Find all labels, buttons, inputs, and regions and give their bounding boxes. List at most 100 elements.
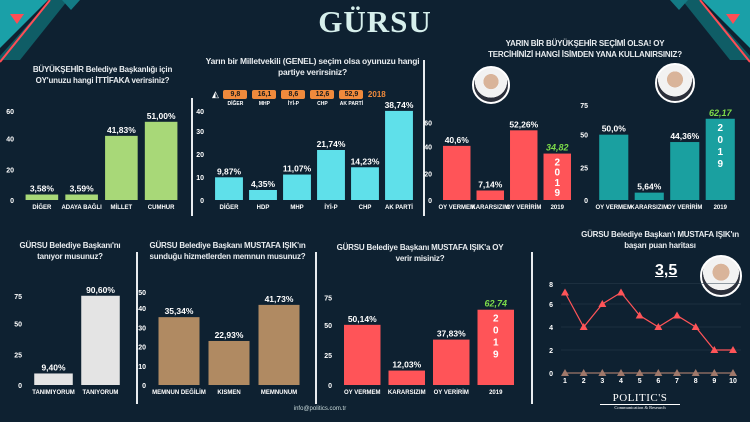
value-label: 40,6% <box>445 135 470 145</box>
y-tick-label: 40 <box>138 306 146 313</box>
y-tick-label: 0 <box>142 383 146 390</box>
bar <box>215 177 243 200</box>
y-tick-label: 30 <box>196 129 204 136</box>
data-point <box>561 369 569 376</box>
chart-milletvekili: 0 10 20 30 40 9,87% DİĞER 4,35% HDP 11,07% MHP 21,7… <box>196 100 420 213</box>
y-tick-label: 20 <box>138 345 146 352</box>
divider <box>423 60 425 216</box>
chart-svg: 0 10 20 30 40 50 35,34% MEMNUN DEĞİLİM 22,93% KIS… <box>138 290 300 396</box>
data-point <box>579 369 588 376</box>
chart-svg: 0 25 50 75 50,0% OY VERMEM 5,64% KARARSIZIM 44,3… <box>580 103 735 211</box>
y-tick-label: 75 <box>324 296 332 303</box>
category-label: OY VERMEM <box>438 205 475 211</box>
value-label: 9,87% <box>217 166 242 176</box>
x-tick-label: 5 <box>638 378 642 385</box>
category-label: DİĞER <box>32 203 52 211</box>
data-point <box>691 323 700 330</box>
data-point <box>710 346 719 353</box>
category-label: MİLLET <box>111 204 133 211</box>
data-point <box>635 311 644 319</box>
category-label: DİĞER <box>219 203 239 211</box>
y-tick-label: 6 <box>549 302 553 309</box>
y-tick-label: 40 <box>6 137 14 144</box>
category-label: ADAYA BAĞLI <box>61 203 102 211</box>
category-label: OY VERİRİM <box>506 204 541 211</box>
chart-title-memnun: GÜRSU Belediye Başkanı MUSTAFA IŞIK'ın s… <box>149 241 306 261</box>
ref-2018-item: 8,6 İYİ-P <box>281 90 306 107</box>
chart-title-taniyor: GÜRSU Belediye Başkanı'nı tanıyor musunu… <box>19 241 121 261</box>
bar <box>208 340 250 385</box>
y-tick-label: 50 <box>580 133 588 140</box>
category-label: KARARSIZIM <box>388 390 426 396</box>
y-tick-label: 4 <box>549 325 553 332</box>
chart-candidate-right: 0 25 50 75 50,0% OY VERMEM 5,64% KARARSIZIM 44,3… <box>580 94 742 213</box>
category-label: 2019 <box>551 205 565 211</box>
bar <box>385 110 413 200</box>
value-label: 22,93% <box>215 330 244 340</box>
bar <box>283 174 311 200</box>
y-tick-label: 0 <box>200 198 204 205</box>
chart-svg: 0 20 40 60 3,58% DİĞER 3,59% ADAYA BAĞLI 41,83% M… <box>6 109 178 211</box>
bar <box>105 135 138 200</box>
chart-basari: 0 2 4 6 8 1 2 3 4 5 6 7 8 9 10 <box>535 273 745 386</box>
chart-svg: 0 25 50 75 50,14% OY VERMEM 12,03% KARARSIZIM 37… <box>324 296 514 396</box>
category-label: İYİ-P <box>324 204 337 211</box>
value-label: 90,60% <box>86 285 115 295</box>
category-label: KARARSIZIM <box>471 205 509 211</box>
contact-email[interactable]: info@politics.com.tr <box>293 406 347 412</box>
value-label: 3,59% <box>70 183 95 193</box>
chart-svg: 0 10 20 30 40 9,87% DİĞER 4,35% HDP 11,07% MHP 21,7… <box>196 100 414 211</box>
chart-taniyor: 0 25 50 75 9,40% TANIMIYORUM 90,60% TANIYORUM <box>10 285 128 398</box>
y-tick-label: 0 <box>10 198 14 205</box>
category-label: AK PARTİ <box>385 204 413 211</box>
ref-year: 2018 <box>367 90 386 99</box>
value-label: 41,83% <box>107 125 136 135</box>
data-point <box>673 311 681 319</box>
ref-label: İYİ-P <box>287 101 299 107</box>
category-label: 2019 <box>714 205 728 211</box>
value-label: 51,00% <box>147 111 176 121</box>
ref-label: CHP <box>317 101 328 107</box>
series-line <box>564 291 733 351</box>
divider <box>315 252 317 404</box>
chart-oy-verir: 0 25 50 75 50,14% OY VERMEM 12,03% KARARSIZIM 37… <box>322 287 522 398</box>
logo-main: POLITIC'S <box>612 392 668 404</box>
value-label: 5,64% <box>637 182 662 192</box>
bar <box>477 309 514 385</box>
y-tick-label: 60 <box>6 109 14 116</box>
category-label: OY VERİRİM <box>434 389 469 396</box>
value-label: 4,35% <box>251 179 276 189</box>
y-tick-label: 30 <box>138 325 146 332</box>
data-point <box>673 369 681 376</box>
divider <box>136 252 138 404</box>
ref-value: 12,6 <box>310 90 335 99</box>
y-tick-label: 40 <box>424 145 432 152</box>
chart-memnun: 0 10 20 30 40 50 35,34% MEMNUN DEĞİLİM 22,93% KIS… <box>138 281 308 398</box>
y-tick-label: 0 <box>549 371 553 378</box>
bar <box>543 153 571 200</box>
category-label: MHP <box>290 205 303 211</box>
bar <box>344 324 381 385</box>
value-label: 21,74% <box>317 139 346 149</box>
y-tick-label: 20 <box>6 167 14 174</box>
value-label: 37,83% <box>437 329 466 339</box>
bar <box>443 145 471 200</box>
x-tick-label: 4 <box>619 378 623 385</box>
chart-title-buyuksehir: YARIN BİR BÜYÜKŞEHİR SEÇİMİ OLSA! OY TER… <box>488 39 682 59</box>
bar <box>388 370 425 385</box>
y-tick-label: 0 <box>428 198 432 205</box>
value-label: 41,73% <box>265 294 294 304</box>
bar <box>634 192 664 200</box>
value-label: 35,34% <box>165 306 194 316</box>
y-tick-label: 20 <box>424 171 432 178</box>
data-point <box>598 300 607 307</box>
bar <box>81 295 120 385</box>
chart-svg: 0 2 4 6 8 1 2 3 4 5 6 7 8 9 10 <box>549 282 741 385</box>
data-point <box>635 369 644 376</box>
bar <box>158 317 200 385</box>
category-label: MEMNUN DEĞİLİM <box>152 388 206 396</box>
ref-value: 8,6 <box>281 90 306 99</box>
category-label: HDP <box>257 205 270 211</box>
politics-logo: POLITIC'S Communication & Research <box>600 393 680 411</box>
